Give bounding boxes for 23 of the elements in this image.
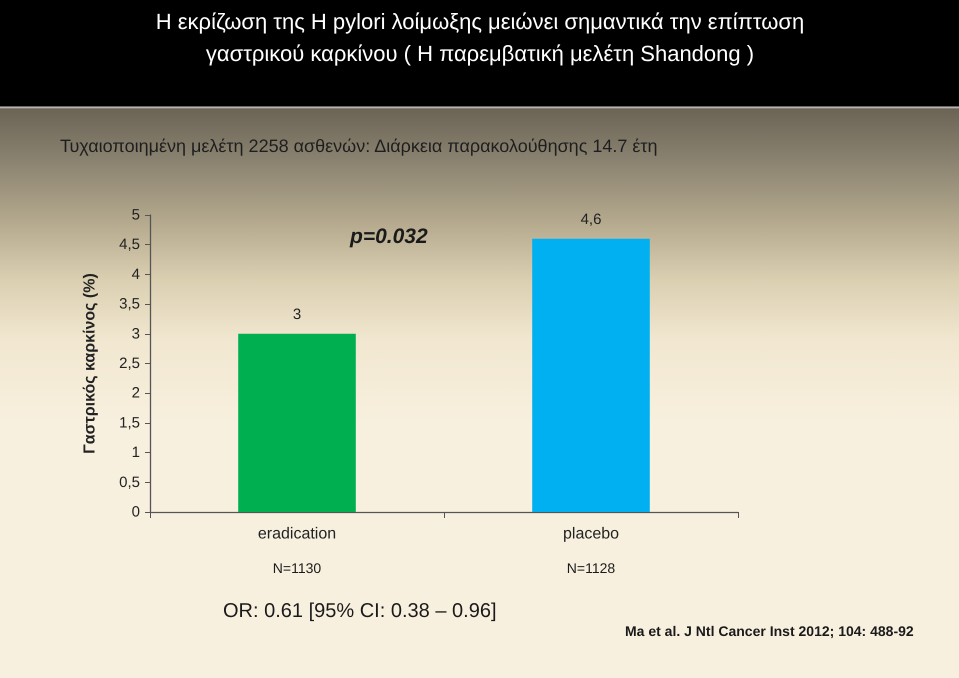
y-tick-label: 2,5 bbox=[119, 355, 140, 372]
y-tick-label: 0,5 bbox=[119, 474, 140, 491]
y-tick-label: 4 bbox=[132, 266, 140, 283]
chart-subtitle: Τυχαιοποιημένη μελέτη 2258 ασθενών: Διάρκεια παρακολούθησης 14.7 έτη bbox=[60, 136, 658, 157]
y-tick-label: 5 bbox=[132, 206, 140, 224]
chart-title: Η εκρίζωση της H pylori λοίμωξης μειώνει σημαντικά την επίπτωση γαστρικού καρκίνου ( Η παρεμβατική μελέτη Shandong ) bbox=[154, 8, 806, 68]
y-axis-title: Γαστρικός καρκίνος (%) bbox=[82, 273, 98, 454]
data-label: 4,6 bbox=[580, 210, 602, 228]
text: OR: 0.61 [95% CI: 0.38 – 0.96] bbox=[223, 600, 496, 622]
x-tick-label: eradication bbox=[258, 526, 336, 542]
text: Ma et al. J Ntl Cancer Inst 2012; 104: 488-92 bbox=[625, 623, 914, 639]
data-label: 3 bbox=[292, 306, 302, 323]
y-tick-label: 3 bbox=[132, 325, 140, 342]
y-tick-label: 1 bbox=[132, 444, 140, 462]
x-tick-label: placebo bbox=[562, 526, 620, 542]
y-tick-label: 1,5 bbox=[119, 414, 140, 432]
y-tick-label: 3,5 bbox=[119, 296, 140, 313]
annotation: p=0.032 bbox=[349, 225, 428, 248]
text: N=1130 bbox=[272, 560, 322, 576]
text: N=1128 bbox=[566, 560, 616, 576]
y-tick-label: 0 bbox=[132, 504, 140, 520]
y-tick-label: 2 bbox=[132, 384, 140, 402]
y-tick-label: 4,5 bbox=[119, 236, 140, 254]
